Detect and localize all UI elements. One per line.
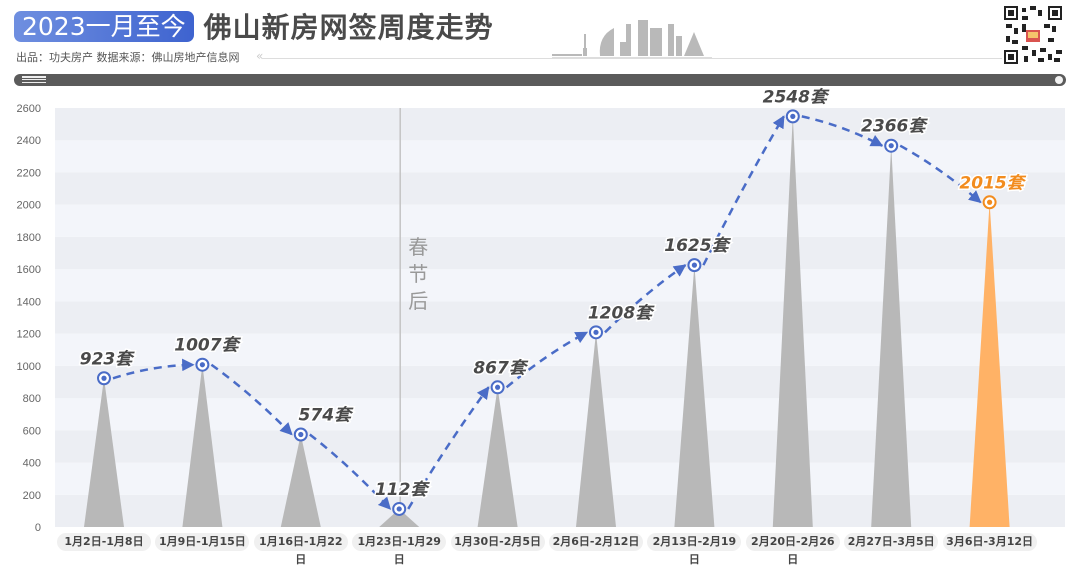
y-tick-label: 1600 <box>17 264 41 276</box>
y-tick-label: 1200 <box>17 329 41 341</box>
data-point-center <box>593 329 599 335</box>
y-tick-label: 400 <box>23 458 41 470</box>
trend-line-segment <box>505 331 589 389</box>
data-point-center <box>790 113 796 119</box>
data-label: 2548套 <box>763 87 830 107</box>
city-skyline-icon <box>552 20 712 58</box>
y-tick-label: 2600 <box>17 103 41 115</box>
bar-spike <box>772 116 813 527</box>
bar-spike <box>280 434 321 527</box>
y-tick-label: 600 <box>23 425 41 437</box>
data-label: 1007套 <box>174 336 241 356</box>
scroll-handle[interactable] <box>1055 76 1063 84</box>
trend-line-segment <box>407 386 490 510</box>
scrollbar[interactable] <box>14 74 1066 86</box>
data-label: 1625套 <box>664 236 731 256</box>
x-axis-label: 2月13日-2月19日 <box>647 533 742 566</box>
data-point-center <box>101 375 107 381</box>
grid-band <box>55 269 1065 302</box>
bar-spike <box>871 145 912 527</box>
bar-spike <box>969 202 1010 527</box>
x-axis-label: 2月20日-2月26日 <box>745 533 840 566</box>
bar-spike <box>477 387 518 527</box>
data-point-center <box>199 362 205 368</box>
data-label: 574套 <box>299 405 354 425</box>
bar-spike <box>576 332 616 527</box>
bar-spike <box>182 364 223 527</box>
grid-band <box>55 365 1065 399</box>
divider <box>262 58 1002 59</box>
x-axis-label: 3月6日-3月12日 <box>942 533 1037 551</box>
data-point-center <box>691 262 698 268</box>
data-point-center <box>396 506 402 512</box>
trend-line-segment <box>702 115 785 266</box>
bar-spike <box>84 378 124 527</box>
title-badge: 2023一月至今 <box>14 10 194 42</box>
x-axis-label: 1月16日-1月22日 <box>253 533 348 566</box>
grid-band <box>55 204 1065 237</box>
subtitle: 出品：功夫房产 数据来源：佛山房地产信息网 <box>16 51 240 64</box>
x-axis-label: 2月6日-2月12日 <box>549 533 643 551</box>
bar-spike <box>379 508 420 527</box>
title-block: 2023一月至今 佛山新房网签周度走势 <box>14 8 494 44</box>
menu-lines-icon[interactable] <box>22 76 46 84</box>
data-point-center <box>888 143 894 149</box>
data-label: 1208套 <box>588 303 655 323</box>
grid-band <box>55 108 1065 141</box>
qr-code-icon[interactable] <box>1004 6 1062 64</box>
x-axis-label: 2月27日-3月5日 <box>844 533 939 551</box>
x-axis-label: 1月30日-2月5日 <box>450 533 545 551</box>
x-axis-label: 1月23日-1月29日 <box>352 533 447 566</box>
y-tick-label: 0 <box>35 522 41 534</box>
data-label: 2366套 <box>861 117 928 137</box>
y-tick-label: 1400 <box>17 296 41 308</box>
y-tick-label: 1800 <box>17 232 41 244</box>
page-title: 佛山新房网签周度走势 <box>203 11 494 44</box>
chevron-left-icon: « <box>256 49 264 63</box>
data-point-center <box>298 431 304 438</box>
x-axis-label: 1月9日-1月15日 <box>155 533 250 551</box>
data-label: 2015套 <box>959 173 1026 193</box>
trend-line-segment <box>112 358 195 380</box>
y-tick-label: 2400 <box>17 135 41 147</box>
bar-spike <box>674 265 715 527</box>
data-label: 923套 <box>80 349 135 369</box>
grid-band <box>55 172 1065 205</box>
y-tick-label: 2000 <box>17 200 41 212</box>
x-axis-label: 1月2日-1月8日 <box>57 533 151 551</box>
data-label: 867套 <box>473 358 528 378</box>
data-label: 112套 <box>375 480 430 500</box>
grid-band <box>55 301 1065 334</box>
y-tick-label: 200 <box>23 490 41 502</box>
trend-line-segment <box>801 115 884 147</box>
annotation-text: 节 <box>408 262 428 286</box>
trend-line-segment <box>899 144 982 204</box>
y-tick-label: 800 <box>23 393 41 405</box>
data-point-center <box>987 199 993 205</box>
annotation-text: 春 <box>408 235 428 259</box>
y-tick-label: 1000 <box>17 361 41 373</box>
grid-band <box>55 140 1065 173</box>
grid-band <box>55 236 1065 270</box>
annotation-text: 后 <box>408 289 428 313</box>
y-tick-label: 2200 <box>17 167 41 179</box>
data-point-center <box>495 384 501 390</box>
